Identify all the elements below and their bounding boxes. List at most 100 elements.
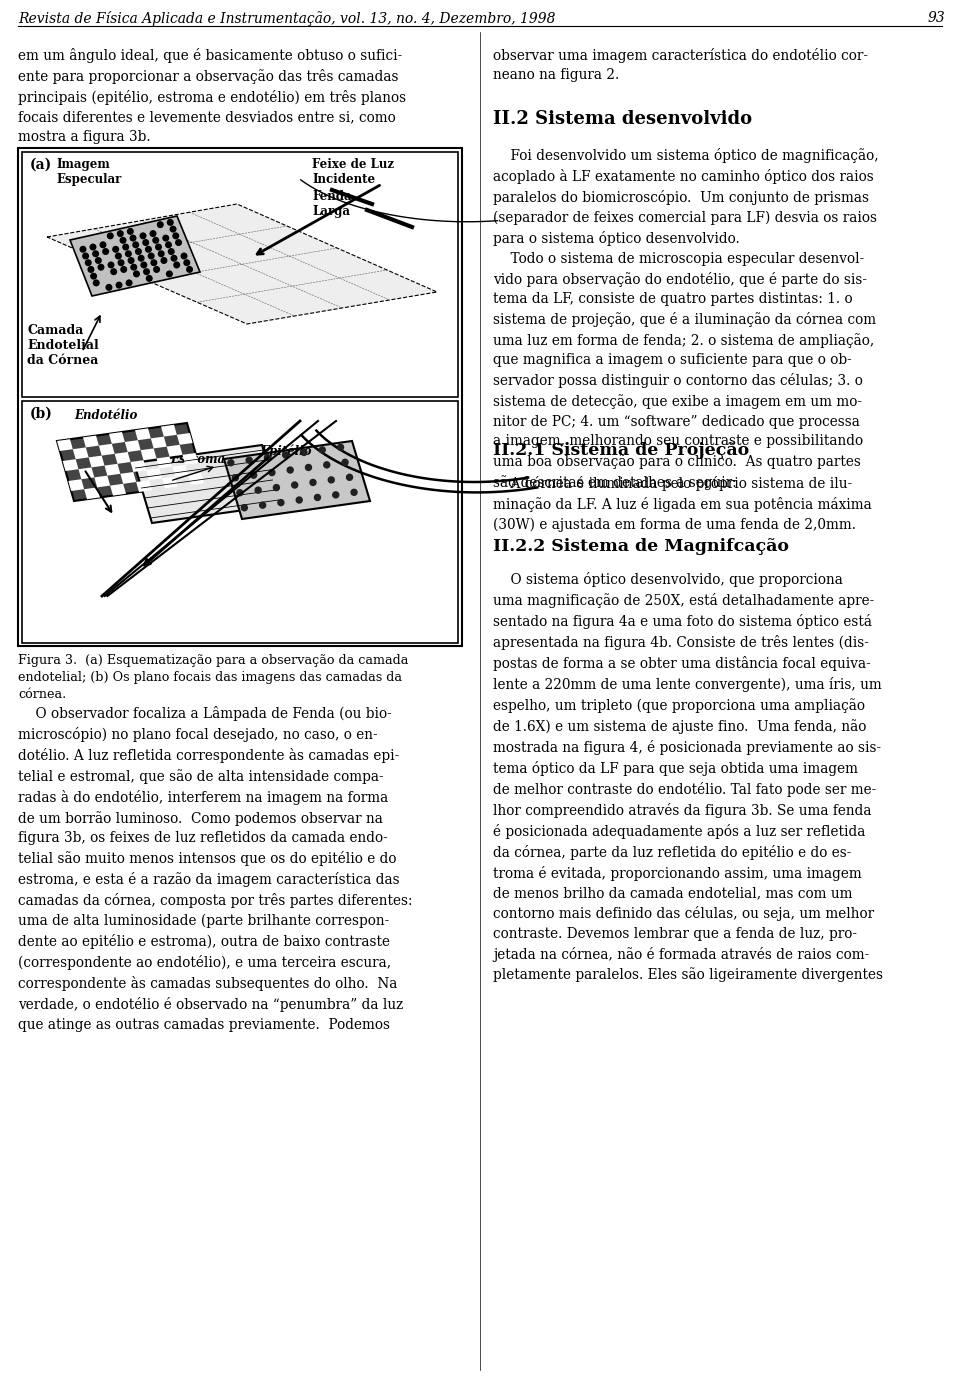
Circle shape [324,462,330,467]
Circle shape [158,251,164,256]
Circle shape [228,459,234,466]
Circle shape [173,233,179,239]
Circle shape [246,458,252,463]
Circle shape [85,259,91,266]
Circle shape [121,266,127,272]
Circle shape [120,237,126,243]
Circle shape [305,465,311,470]
Circle shape [153,237,158,243]
Circle shape [338,444,344,451]
Polygon shape [73,447,88,459]
Circle shape [151,259,156,266]
Polygon shape [173,465,188,477]
Polygon shape [110,484,126,495]
Text: Estroma: Estroma [170,452,226,466]
Circle shape [103,248,108,254]
Polygon shape [151,437,167,448]
Text: observar uma imagem característica do endotélio cor-
neano na figura 2.: observar uma imagem característica do en… [493,48,868,83]
Polygon shape [62,459,79,472]
Circle shape [161,258,167,263]
Polygon shape [182,452,199,465]
Circle shape [259,502,266,507]
Polygon shape [120,472,136,484]
Circle shape [81,247,85,252]
Text: em um ângulo ideal, que é basicamente obtuso o sufici-
ente para proporcionar a : em um ângulo ideal, que é basicamente ob… [18,48,406,143]
Text: 93: 93 [927,11,945,25]
Polygon shape [68,479,84,491]
Polygon shape [136,480,152,492]
Circle shape [147,276,152,281]
Circle shape [163,236,169,241]
Circle shape [128,229,133,234]
Circle shape [255,487,261,494]
Bar [22,152,458,397]
Polygon shape [47,204,437,324]
Polygon shape [146,469,162,480]
Circle shape [108,233,113,239]
Text: II.2.2 Sistema de Magnifcação: II.2.2 Sistema de Magnifcação [493,538,789,554]
Polygon shape [188,473,204,485]
Circle shape [157,222,163,228]
Text: Figura 3.  (a) Esquematização para a observação da camada
endotelial; (b) Os pla: Figura 3. (a) Esquematização para a obse… [18,654,408,701]
Circle shape [301,450,307,455]
Circle shape [108,262,114,268]
Circle shape [135,248,141,254]
Polygon shape [114,452,131,463]
Circle shape [187,266,192,272]
Polygon shape [99,444,114,455]
Circle shape [156,244,161,250]
Circle shape [140,233,146,239]
Circle shape [171,255,177,261]
Circle shape [123,244,129,250]
Circle shape [107,284,111,290]
Circle shape [310,480,316,485]
Text: Fenda
Larga: Fenda Larga [312,190,351,218]
Circle shape [117,230,123,236]
Circle shape [174,262,180,268]
Circle shape [138,255,144,261]
Text: II.2.1 Sistema de Projeção: II.2.1 Sistema de Projeção [493,443,749,459]
Polygon shape [224,441,370,519]
Circle shape [287,467,293,473]
Circle shape [269,470,275,476]
Circle shape [232,474,238,481]
Text: (b): (b) [30,407,53,421]
Text: II.2 Sistema desenvolvido: II.2 Sistema desenvolvido [493,110,752,128]
Circle shape [167,272,172,277]
Text: O observador focaliza a Lâmpada de Fenda (ou bio-
microscópio) no plano focal de: O observador focaliza a Lâmpada de Fenda… [18,706,413,1031]
Polygon shape [84,487,100,499]
Circle shape [91,273,96,279]
Circle shape [95,258,101,263]
Text: (a): (a) [30,159,52,172]
Circle shape [184,259,189,266]
Circle shape [113,247,118,252]
Circle shape [88,266,94,272]
Polygon shape [57,423,204,501]
Polygon shape [161,425,177,437]
Text: Foi desenvolvido um sistema óptico de magnificação,
acoplado à LF exatamente no : Foi desenvolvido um sistema óptico de ma… [493,148,878,490]
Circle shape [146,247,152,252]
Text: A córnea é iluminada pelo próprio sistema de ilu-
minação da LF. A luz é ligada : A córnea é iluminada pelo próprio sistem… [493,476,872,532]
Bar [18,148,462,645]
Circle shape [141,262,147,268]
Polygon shape [131,461,146,472]
Circle shape [149,254,154,259]
Polygon shape [83,436,99,447]
Polygon shape [70,217,200,296]
Polygon shape [167,445,182,456]
Circle shape [110,269,116,274]
Circle shape [351,490,357,495]
Circle shape [144,269,150,274]
Circle shape [83,254,88,259]
Polygon shape [156,456,173,469]
Polygon shape [57,439,73,451]
Polygon shape [162,477,178,488]
Circle shape [166,241,171,248]
Circle shape [342,459,348,465]
Text: Revista de Física Aplicada e Instrumentação, vol. 13, no. 4, Dezembro, 1998: Revista de Física Aplicada e Instrumenta… [18,11,556,26]
Circle shape [115,254,121,259]
Circle shape [167,219,173,225]
Circle shape [320,447,325,452]
Polygon shape [109,432,125,444]
Circle shape [129,258,133,263]
